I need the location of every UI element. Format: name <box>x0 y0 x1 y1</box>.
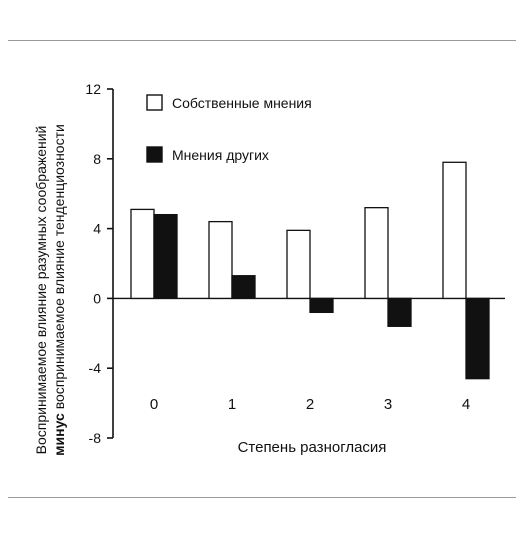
bars <box>130 161 490 380</box>
bar-own-opinions-4 <box>442 161 467 300</box>
x-tick-label: 1 <box>228 396 236 413</box>
x-tick-label: 3 <box>384 396 392 413</box>
legend-swatch-own-opinions <box>146 94 163 111</box>
bar-own-opinions-2 <box>286 229 311 300</box>
bottom-border-line <box>8 497 516 498</box>
legend: Собственные мнения Мнения других <box>146 94 312 163</box>
bar-others-opinions-2 <box>309 297 334 314</box>
y-tick-label: 4 <box>93 221 101 237</box>
y-tick-label: 12 <box>85 81 101 97</box>
legend-label-others-opinions: Мнения других <box>172 147 269 163</box>
x-tick-label: 4 <box>462 396 470 413</box>
y-axis-title: Воспринимаемое влияние разумных соображе… <box>33 124 67 456</box>
y-ticks: 12 8 4 0 -4 -8 <box>85 81 113 446</box>
bar-others-opinions-3 <box>387 297 412 327</box>
legend-swatch-others-opinions <box>146 146 163 163</box>
y-axis-title-bold-word: минус <box>51 413 67 456</box>
y-axis-title-line2-rest: воспринимаемое влияние тенденциозности <box>51 124 67 413</box>
bar-own-opinions-1 <box>208 220 233 300</box>
bar-own-opinions-3 <box>364 207 389 300</box>
bar-others-opinions-0 <box>153 213 178 300</box>
y-tick-label: -8 <box>89 430 102 446</box>
bar-others-opinions-4 <box>465 297 490 380</box>
bar-others-opinions-1 <box>231 275 256 300</box>
x-tick-labels: 0 1 2 3 4 <box>150 396 470 413</box>
y-tick-label: 8 <box>93 151 101 167</box>
bar-own-opinions-0 <box>130 208 155 300</box>
top-border-line <box>8 40 516 41</box>
y-axis-title-line2: минус воспринимаемое влияние тенденциозн… <box>51 124 67 456</box>
y-tick-label: -4 <box>89 360 102 376</box>
x-tick-label: 2 <box>306 396 314 413</box>
y-tick-label: 0 <box>93 290 101 306</box>
y-axis-title-line1: Воспринимаемое влияние разумных соображе… <box>33 126 49 455</box>
legend-label-own-opinions: Собственные мнения <box>172 95 312 111</box>
x-tick-label: 0 <box>150 396 158 413</box>
x-axis-title: Степень разногласия <box>238 439 387 456</box>
